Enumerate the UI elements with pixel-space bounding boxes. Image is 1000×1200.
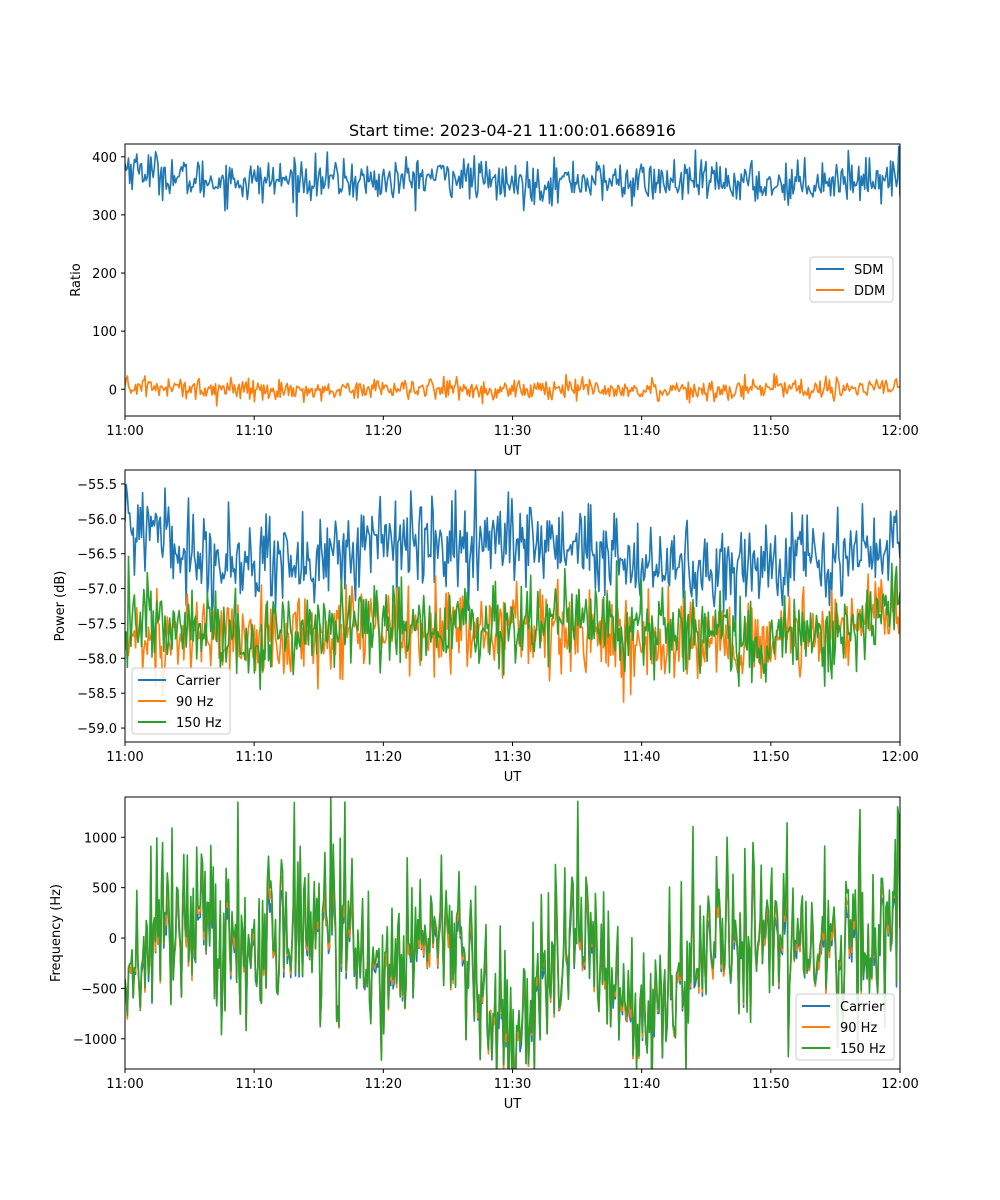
legend: Carrier 90 Hz 150 Hz (795, 993, 895, 1061)
y-axis-label: Power (dB) (53, 571, 68, 642)
legend-label: 150 Hz (840, 1042, 886, 1057)
x-tick-label: 11:30 (494, 424, 531, 439)
x-tick-label: 11:30 (494, 750, 531, 765)
legend: Carrier 90 Hz 150 Hz (131, 667, 231, 735)
y-axis-label: Frequency (Hz) (49, 884, 64, 982)
x-tick-label: 11:40 (623, 424, 660, 439)
x-tick-label: 12:00 (881, 750, 918, 765)
y-tick-label: 1000 (84, 831, 117, 846)
legend-label: Carrier (176, 674, 221, 689)
y-tick-label: −58.5 (77, 687, 117, 702)
y-tick-label: 200 (92, 267, 117, 282)
series-line-150-hz (125, 797, 900, 1069)
x-tick-label: 11:30 (494, 1077, 531, 1092)
x-tick-label: 11:00 (106, 424, 143, 439)
x-tick-label: 11:10 (235, 1077, 272, 1092)
y-tick-label: 0 (109, 932, 117, 947)
legend-box (795, 993, 895, 1061)
x-tick-label: 12:00 (881, 424, 918, 439)
series-line-ddm (125, 372, 900, 407)
legend-label: SDM (854, 263, 883, 278)
x-tick-label: 11:00 (106, 1077, 143, 1092)
y-tick-label: −58.0 (77, 652, 117, 667)
legend-label: 150 Hz (176, 716, 222, 731)
x-tick-label: 11:50 (752, 424, 789, 439)
x-tick-label: 11:20 (365, 750, 402, 765)
plot-area (125, 470, 900, 703)
x-tick-label: 11:10 (235, 424, 272, 439)
legend-label: Carrier (840, 1000, 885, 1015)
x-axis-label: UT (504, 444, 522, 459)
y-tick-label: 400 (92, 151, 117, 166)
x-tick-label: 11:50 (752, 1077, 789, 1092)
x-tick-label: 11:40 (623, 1077, 660, 1092)
legend-label: DDM (854, 284, 885, 299)
x-tick-label: 11:50 (752, 750, 789, 765)
series-line-150-hz (125, 555, 900, 691)
x-tick-label: 11:20 (365, 1077, 402, 1092)
y-tick-label: −56.0 (77, 513, 117, 528)
x-tick-label: 11:40 (623, 750, 660, 765)
x-tick-label: 11:10 (235, 750, 272, 765)
series-line-carrier (125, 470, 900, 637)
y-tick-label: −59.0 (77, 722, 117, 737)
legend: SDM DDM (809, 256, 894, 303)
y-axis-label: Ratio (69, 263, 84, 296)
y-tick-label: 100 (92, 325, 117, 340)
legend-label: 90 Hz (176, 695, 213, 710)
y-tick-label: −1000 (73, 1033, 117, 1048)
legend-box (131, 667, 231, 735)
y-tick-label: 0 (109, 383, 117, 398)
plot-area (125, 145, 900, 407)
x-tick-label: 11:00 (106, 750, 143, 765)
x-axis-label: UT (504, 770, 522, 785)
legend-label: 90 Hz (840, 1021, 877, 1036)
plot-area (125, 797, 900, 1069)
x-tick-label: 11:20 (365, 424, 402, 439)
y-tick-label: −57.0 (77, 583, 117, 598)
x-tick-label: 12:00 (881, 1077, 918, 1092)
x-axis-label: UT (504, 1097, 522, 1112)
y-tick-label: −57.5 (77, 617, 117, 632)
y-tick-label: −500 (81, 982, 117, 997)
y-tick-label: 300 (92, 209, 117, 224)
y-tick-label: −55.5 (77, 478, 117, 493)
y-tick-label: 500 (92, 882, 117, 897)
y-tick-label: −56.5 (77, 548, 117, 563)
panel-1: 11:00 11:10 11:20 11:30 11:40 11:50 12:00 0 100 2… (69, 121, 919, 459)
chart-title: Start time: 2023-04-21 11:00:01.668916 (349, 121, 676, 140)
series-line-sdm (125, 145, 900, 218)
panel-3: 11:00 11:10 11:20 11:30 11:40 11:50 12:00 −1000… (49, 796, 919, 1112)
panel-2: 11:00 11:10 11:20 11:30 11:40 11:50 12:00 −59.0… (53, 469, 919, 785)
